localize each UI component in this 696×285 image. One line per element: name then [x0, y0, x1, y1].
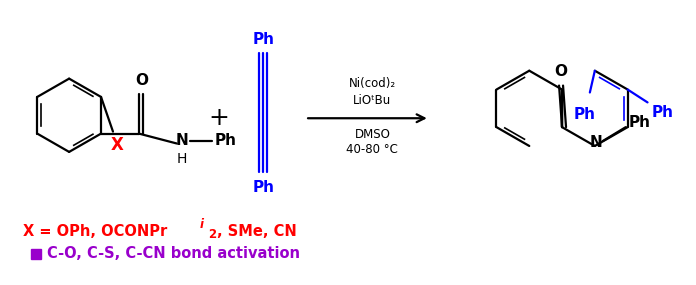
Text: Ph: Ph	[628, 115, 651, 130]
Text: Ph: Ph	[574, 107, 596, 122]
Text: N: N	[175, 133, 188, 148]
Text: X = OPh, OCONPr: X = OPh, OCONPr	[23, 224, 168, 239]
Text: +: +	[208, 106, 229, 130]
Text: Ph: Ph	[651, 105, 674, 120]
Text: LiOᵗBu: LiOᵗBu	[354, 94, 392, 107]
Text: O: O	[555, 64, 567, 79]
Text: , SMe, CN: , SMe, CN	[216, 224, 296, 239]
Text: X: X	[111, 137, 123, 154]
Text: Ph: Ph	[214, 133, 237, 148]
Text: Ph: Ph	[253, 180, 274, 195]
Text: C-O, C-S, C-CN bond activation: C-O, C-S, C-CN bond activation	[47, 247, 300, 261]
Text: i: i	[200, 218, 204, 231]
Text: DMSO: DMSO	[354, 128, 390, 141]
Text: 40-80 °C: 40-80 °C	[347, 143, 398, 156]
FancyBboxPatch shape	[31, 249, 41, 259]
Text: H: H	[177, 152, 187, 166]
Text: O: O	[135, 73, 148, 87]
Text: N: N	[590, 135, 602, 150]
Text: Ni(cod)₂: Ni(cod)₂	[349, 77, 396, 90]
Text: 2: 2	[209, 228, 216, 241]
Text: Ph: Ph	[253, 32, 274, 46]
